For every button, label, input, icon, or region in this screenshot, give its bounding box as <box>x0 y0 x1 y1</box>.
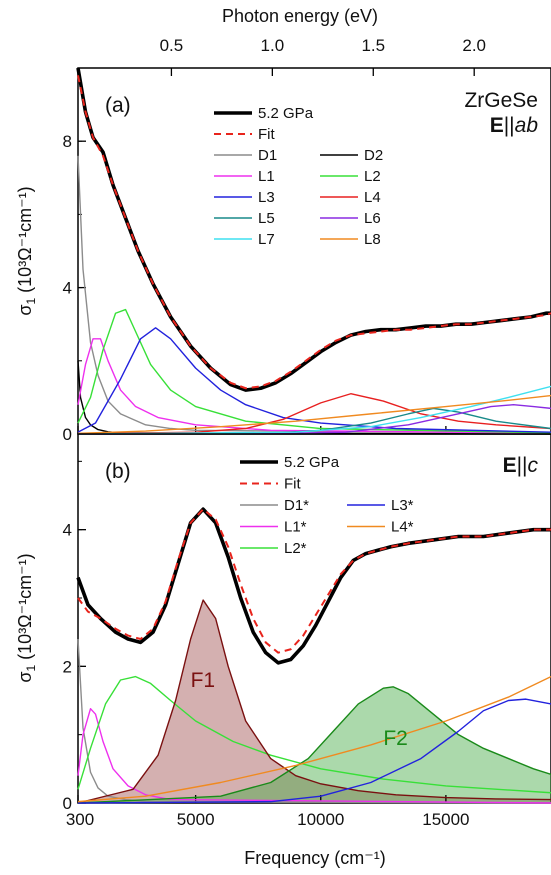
panel-b-pol-par: || <box>517 454 528 477</box>
panel-b-fills <box>78 600 551 803</box>
top-tick-label: 1.5 <box>361 36 385 55</box>
legend-label: L3 <box>258 189 275 206</box>
y-tick-label: 4 <box>63 521 72 540</box>
series-f1 <box>77 599 551 804</box>
panel-b-pol-e: E <box>503 454 517 477</box>
top-tick-label: 2.0 <box>462 36 486 55</box>
panel-a-ylabel-unit: (10³Ω⁻¹cm⁻¹) <box>15 186 35 297</box>
panel-a: 0 4 8 (a) ZrGeSe E||ab 5.2 GPa Fit D1 D2 L1 L2 L… <box>15 67 551 444</box>
legend-label: L1 <box>258 168 275 185</box>
series-l6 <box>77 404 551 435</box>
panel-a-material: ZrGeSe <box>464 89 538 112</box>
series-l2- <box>77 675 551 794</box>
legend-label: 5.2 GPa <box>258 105 314 122</box>
legend-label: L6 <box>364 210 381 227</box>
series-d1- <box>77 638 551 804</box>
series-l3 <box>77 327 551 433</box>
series-l4 <box>77 393 551 435</box>
band-fill-f1 <box>78 600 551 803</box>
legend-label: L4 <box>364 189 381 206</box>
x-tick-label: 15000 <box>422 810 469 829</box>
panel-a-legend: 5.2 GPa Fit D1 D2 L1 L2 L3 L4 L5 L6 L7 L8 <box>214 105 383 248</box>
panel-b-ylabel-sub: 1 <box>24 665 38 672</box>
series-5-2-gpa <box>76 507 551 665</box>
panel-b-legend: 5.2 GPa Fit D1* L3* L1* L4* L2* <box>240 454 414 557</box>
panel-b-frame <box>77 433 551 804</box>
panel-a-pol-e: E <box>490 114 504 137</box>
series-l1- <box>77 708 551 804</box>
panel-b-ylabel: σ1 (10³Ω⁻¹cm⁻¹) <box>15 553 38 682</box>
x-tick-label: 10000 <box>297 810 344 829</box>
panel-b-band-labels: F1 F2 <box>191 669 408 750</box>
band-label-f2: F2 <box>383 727 408 750</box>
y-tick-label: 2 <box>63 657 72 676</box>
panel-b-ticks: 0 2 4 300 5000 10000 15000 <box>63 460 470 829</box>
legend-label: L2* <box>284 540 307 557</box>
panel-a-pol-dir: ab <box>515 114 539 137</box>
legend-label: L8 <box>364 231 381 248</box>
y-tick-label: 0 <box>63 794 72 813</box>
panel-a-pol-par: || <box>504 114 515 137</box>
legend-label: D2 <box>364 147 383 164</box>
y-tick-label: 0 <box>63 425 72 444</box>
series-fit <box>77 508 551 654</box>
legend-label: 5.2 GPa <box>284 454 340 471</box>
panel-a-letter: (a) <box>105 94 131 117</box>
series-l3- <box>77 698 551 804</box>
y-tick-label: 4 <box>63 279 72 298</box>
y-tick-label: 8 <box>63 132 72 151</box>
x-tick-label: 5000 <box>177 810 215 829</box>
top-tick-label: 0.5 <box>160 36 184 55</box>
panel-b-curves <box>76 507 551 804</box>
series-l7 <box>77 385 551 435</box>
legend-label: Fit <box>284 476 301 493</box>
legend-label: L7 <box>258 231 275 248</box>
series-l8 <box>77 394 551 434</box>
legend-label: L5 <box>258 210 275 227</box>
x-axis-title: Frequency (cm⁻¹) <box>244 848 386 868</box>
panel-b: 0 2 4 300 5000 10000 15000 (b) E||c 5.2 GPa Fit… <box>15 433 551 829</box>
panel-b-pol-dir: c <box>528 454 539 477</box>
legend-label: Fit <box>258 126 275 143</box>
x-tick-label: 300 <box>66 810 94 829</box>
legend-label: D1 <box>258 147 277 164</box>
panel-b-ylabel-unit: (10³Ω⁻¹cm⁻¹) <box>15 553 35 664</box>
panel-b-ylabel-sigma: σ <box>15 672 35 683</box>
legend-label: L1* <box>284 519 307 536</box>
series-l4- <box>77 675 551 803</box>
series-5-2-gpa <box>76 67 551 392</box>
panel-a-ylabel: σ1 (10³Ω⁻¹cm⁻¹) <box>15 186 38 315</box>
top-axis-title: Photon energy (eV) <box>222 6 378 26</box>
top-axis-ticks: 0.5 1.0 1.5 2.0 <box>160 36 486 76</box>
band-label-f1: F1 <box>191 669 216 692</box>
series-d1 <box>77 155 551 434</box>
series-l2 <box>77 308 551 434</box>
legend-label: L4* <box>391 519 414 536</box>
top-tick-label: 1.0 <box>261 36 285 55</box>
series-fit <box>77 75 551 390</box>
panel-a-curves <box>76 67 551 435</box>
panel-a-ylabel-sigma: σ <box>15 305 35 316</box>
legend-label: L3* <box>391 497 414 514</box>
panel-a-frame <box>77 67 551 435</box>
panel-a-polarization: E||ab <box>490 114 539 137</box>
legend-label: D1* <box>284 497 309 514</box>
panel-a-ylabel-sub: 1 <box>24 298 38 305</box>
band-fill-f2 <box>78 686 551 803</box>
series-f2 <box>77 686 551 804</box>
legend-label: L2 <box>364 168 381 185</box>
panel-b-letter: (b) <box>105 460 131 483</box>
panel-b-polarization: E||c <box>503 454 539 477</box>
